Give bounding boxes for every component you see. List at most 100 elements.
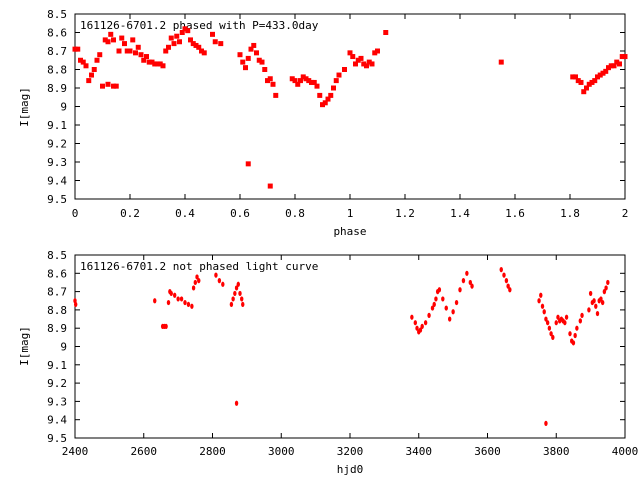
phased-data-point <box>606 65 611 71</box>
phased-x-tick-label: 0.4 <box>175 207 195 220</box>
unphased-data-point <box>580 312 584 318</box>
phased-data-point <box>149 59 155 65</box>
unphased-data-point <box>602 289 607 295</box>
phased-data-point <box>94 57 100 63</box>
phased-data-point <box>138 52 144 58</box>
unphased-data-point <box>504 278 509 284</box>
phased-data-point <box>306 78 312 84</box>
unphased-y-tick-label: 9.3 <box>47 395 67 408</box>
phased-y-tick-label: 9.4 <box>47 175 67 188</box>
phased-data-point <box>336 72 342 78</box>
unphased-data-point <box>461 278 466 284</box>
phased-data-point <box>130 37 136 43</box>
phased-data-point <box>179 30 185 35</box>
phased-data-point <box>83 63 89 69</box>
phased-data-point <box>333 78 339 84</box>
unphased-y-tick-label: 8.6 <box>47 267 67 280</box>
phased-data-point <box>383 30 389 35</box>
phased-x-tick-label: 1.8 <box>560 207 580 220</box>
unphased-plot-title: 161126-6701.2 not phased light curve <box>80 260 318 273</box>
phased-data-point <box>589 79 595 85</box>
unphased-data-point <box>420 323 424 329</box>
phased-data-point <box>75 46 81 52</box>
unphased-data-point <box>554 320 558 326</box>
phased-data-point <box>600 70 606 76</box>
unphased-data-point <box>195 274 199 280</box>
phased-data-point <box>155 61 160 67</box>
phased-x-tick-label: 0.6 <box>230 207 250 220</box>
phased-y-tick-label: 9 <box>60 101 67 114</box>
phased-data-point <box>331 85 336 91</box>
unphased-x-tick-label: 3400 <box>406 445 433 458</box>
unphased-x-tick-label: 3800 <box>543 445 570 458</box>
unphased-data-point <box>418 327 423 333</box>
phased-data-point <box>166 44 171 50</box>
phased-data-point <box>248 46 254 52</box>
unphased-data-point <box>193 279 198 286</box>
unphased-data-point <box>234 400 239 406</box>
phased-y-tick-label: 9.5 <box>47 193 67 206</box>
phased-data-point <box>245 161 251 167</box>
unphased-data-point <box>549 331 553 337</box>
phased-y-axis-label: I[mag] <box>18 87 31 127</box>
phased-data-point <box>243 65 248 71</box>
phased-data-point <box>171 41 177 47</box>
phased-data-point <box>135 44 141 50</box>
phased-data-point <box>193 42 199 48</box>
unphased-data-point <box>470 283 474 289</box>
unphased-y-tick-label: 9.1 <box>47 359 67 372</box>
unphased-data-point <box>217 278 222 284</box>
phased-data-point <box>240 59 246 65</box>
phased-data-point <box>347 50 353 56</box>
phased-data-point <box>163 48 169 54</box>
phased-data-point <box>265 78 270 84</box>
phased-data-point <box>146 59 152 65</box>
unphased-x-tick-label: 2800 <box>199 445 226 458</box>
unphased-data-point <box>544 420 548 426</box>
phased-data-point <box>199 48 204 54</box>
unphased-data-point <box>563 320 567 326</box>
phased-data-point <box>592 78 598 84</box>
unphased-data-point <box>575 325 579 331</box>
phased-data-point <box>597 72 603 78</box>
phased-data-point <box>267 76 273 82</box>
unphased-data-point <box>606 279 610 286</box>
unphased-data-point <box>465 270 469 276</box>
phased-data-point <box>124 48 130 54</box>
phased-y-tick-label: 9.1 <box>47 119 67 132</box>
phased-data-point <box>190 41 196 47</box>
phased-data-point <box>309 79 314 85</box>
phased-data-point <box>361 61 367 67</box>
phased-data-point <box>584 85 589 91</box>
phased-data-point <box>157 61 163 67</box>
unphased-data-point <box>197 278 201 284</box>
phased-data-point <box>168 35 174 41</box>
phased-data-point <box>617 61 622 67</box>
unphased-data-point <box>415 325 419 331</box>
unphased-data-point <box>186 301 191 308</box>
phased-y-tick-label: 8.8 <box>47 64 67 77</box>
phased-data-point <box>366 59 372 65</box>
unphased-data-point <box>458 287 462 293</box>
unphased-light-curve-panel: 161126-6701.2 not phased light curve hjd… <box>18 249 638 476</box>
unphased-data-point <box>214 272 218 278</box>
phased-data-point <box>595 74 600 80</box>
phased-x-tick-label: 1.6 <box>505 207 525 220</box>
unphased-data-point <box>444 305 448 311</box>
unphased-data-point <box>434 296 438 302</box>
phased-data-point <box>270 81 276 87</box>
unphased-data-point <box>499 267 503 273</box>
unphased-data-point <box>595 310 600 317</box>
unphased-data-point <box>229 301 234 308</box>
phased-data-point <box>608 63 614 69</box>
unphased-x-tick-label: 3000 <box>268 445 295 458</box>
phased-data-point <box>91 67 97 72</box>
unphased-data-point <box>451 309 455 315</box>
unphased-data-point <box>540 303 545 309</box>
phased-data-point <box>160 63 166 69</box>
unphased-data-point <box>183 299 187 306</box>
unphased-data-point <box>240 296 244 302</box>
phased-data-point <box>372 50 378 56</box>
phased-data-point <box>317 92 323 98</box>
